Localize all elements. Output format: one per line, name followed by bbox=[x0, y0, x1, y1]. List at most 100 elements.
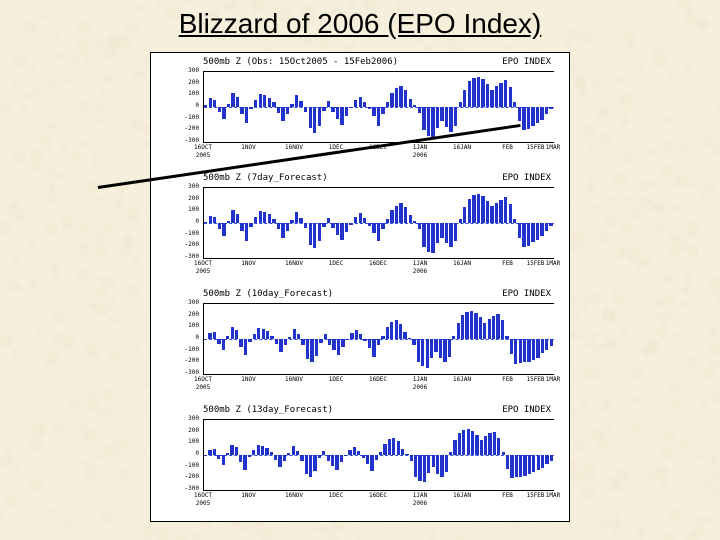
bar bbox=[313, 455, 316, 471]
x-axis: 16OCT20051NOV16NOV1DEC16DEC1JAN200616JAN… bbox=[203, 374, 553, 394]
x-tick-label: 16NOV bbox=[285, 144, 303, 151]
bar bbox=[513, 102, 516, 107]
x-tick-label: FEB bbox=[502, 492, 513, 499]
bar bbox=[418, 455, 421, 481]
bar bbox=[249, 223, 252, 227]
bar bbox=[377, 223, 380, 241]
bar bbox=[408, 338, 411, 339]
bar bbox=[277, 107, 280, 113]
bar bbox=[328, 339, 331, 345]
bar bbox=[510, 339, 513, 354]
bar bbox=[531, 107, 534, 126]
x-tick-label: 16DEC bbox=[369, 376, 387, 383]
bar bbox=[363, 339, 366, 341]
x-tick-sublabel: 2006 bbox=[413, 152, 427, 159]
bar bbox=[372, 339, 375, 357]
bar bbox=[272, 102, 275, 107]
bar bbox=[222, 339, 225, 350]
bar bbox=[254, 100, 257, 107]
bar bbox=[349, 223, 352, 225]
x-tick-label: 1MAR bbox=[546, 376, 560, 383]
plot-area bbox=[203, 71, 554, 143]
x-tick-sublabel: 2005 bbox=[196, 384, 210, 391]
y-tick-label: 200 bbox=[175, 428, 199, 434]
bar bbox=[348, 450, 351, 455]
bar bbox=[281, 107, 284, 121]
bar bbox=[502, 452, 505, 455]
bar bbox=[288, 337, 291, 339]
panel-title-left: 500mb Z (Obs: 15Oct2005 - 15Feb2006) bbox=[203, 57, 398, 67]
y-tick-label: 0 bbox=[175, 103, 199, 109]
x-tick-label: 1JAN bbox=[413, 492, 427, 499]
bar bbox=[463, 90, 466, 108]
bar bbox=[449, 452, 452, 455]
bar bbox=[357, 451, 360, 455]
bar bbox=[252, 450, 255, 455]
bar bbox=[532, 339, 535, 360]
bar bbox=[296, 451, 299, 455]
bar bbox=[299, 218, 302, 223]
bar bbox=[386, 327, 389, 339]
bar bbox=[397, 441, 400, 455]
x-tick-label: 16OCT bbox=[194, 260, 212, 267]
bar bbox=[549, 107, 552, 109]
panel-title-right: EPO INDEX bbox=[502, 289, 551, 299]
bar bbox=[204, 455, 207, 456]
bar bbox=[383, 444, 386, 455]
bar bbox=[372, 107, 375, 116]
bar bbox=[240, 223, 243, 231]
bar bbox=[287, 453, 290, 455]
bar bbox=[268, 214, 271, 223]
bar bbox=[519, 455, 522, 477]
bar bbox=[340, 455, 343, 462]
bar bbox=[541, 339, 544, 353]
bar bbox=[319, 339, 322, 343]
y-tick-label: -200 bbox=[175, 358, 199, 364]
bar bbox=[208, 450, 211, 455]
bar bbox=[315, 339, 318, 356]
bar bbox=[281, 223, 284, 238]
bar bbox=[299, 101, 302, 107]
x-tick-label: 1NOV bbox=[241, 492, 255, 499]
bar bbox=[263, 95, 266, 107]
bar bbox=[486, 84, 489, 107]
chart-panel: 500mb Z (13day_Forecast)EPO INDEX3002001… bbox=[161, 405, 561, 517]
bar bbox=[479, 317, 482, 339]
bar bbox=[324, 334, 327, 339]
bar bbox=[274, 455, 277, 460]
bar bbox=[204, 222, 207, 223]
bar bbox=[395, 206, 398, 224]
bar bbox=[432, 455, 435, 467]
bar bbox=[541, 455, 544, 468]
panel-title-right: EPO INDEX bbox=[502, 173, 551, 183]
x-tick-label: 1DEC bbox=[329, 376, 343, 383]
x-tick-label: 16JAN bbox=[453, 492, 471, 499]
x-tick-label: FEB bbox=[502, 376, 513, 383]
bar bbox=[545, 455, 548, 464]
bar bbox=[395, 88, 398, 107]
bar bbox=[537, 455, 540, 470]
bar bbox=[322, 451, 325, 455]
y-tick-label: 300 bbox=[175, 416, 199, 422]
bar bbox=[414, 455, 417, 477]
bar bbox=[295, 95, 298, 107]
bar-series bbox=[204, 420, 554, 490]
bar bbox=[226, 336, 229, 339]
bar bbox=[470, 311, 473, 339]
bar bbox=[471, 431, 474, 456]
bar bbox=[359, 213, 362, 223]
bar bbox=[445, 223, 448, 243]
bar bbox=[386, 102, 389, 107]
bar bbox=[297, 334, 300, 339]
bar bbox=[421, 339, 424, 366]
bar bbox=[213, 332, 216, 339]
bar bbox=[305, 455, 308, 474]
bar bbox=[345, 107, 348, 116]
bar bbox=[540, 223, 543, 236]
bar bbox=[213, 217, 216, 223]
x-tick-label: 15FEB bbox=[526, 492, 544, 499]
bar bbox=[481, 196, 484, 223]
bar bbox=[335, 455, 338, 470]
bar-series bbox=[204, 188, 554, 258]
bar bbox=[445, 455, 448, 472]
